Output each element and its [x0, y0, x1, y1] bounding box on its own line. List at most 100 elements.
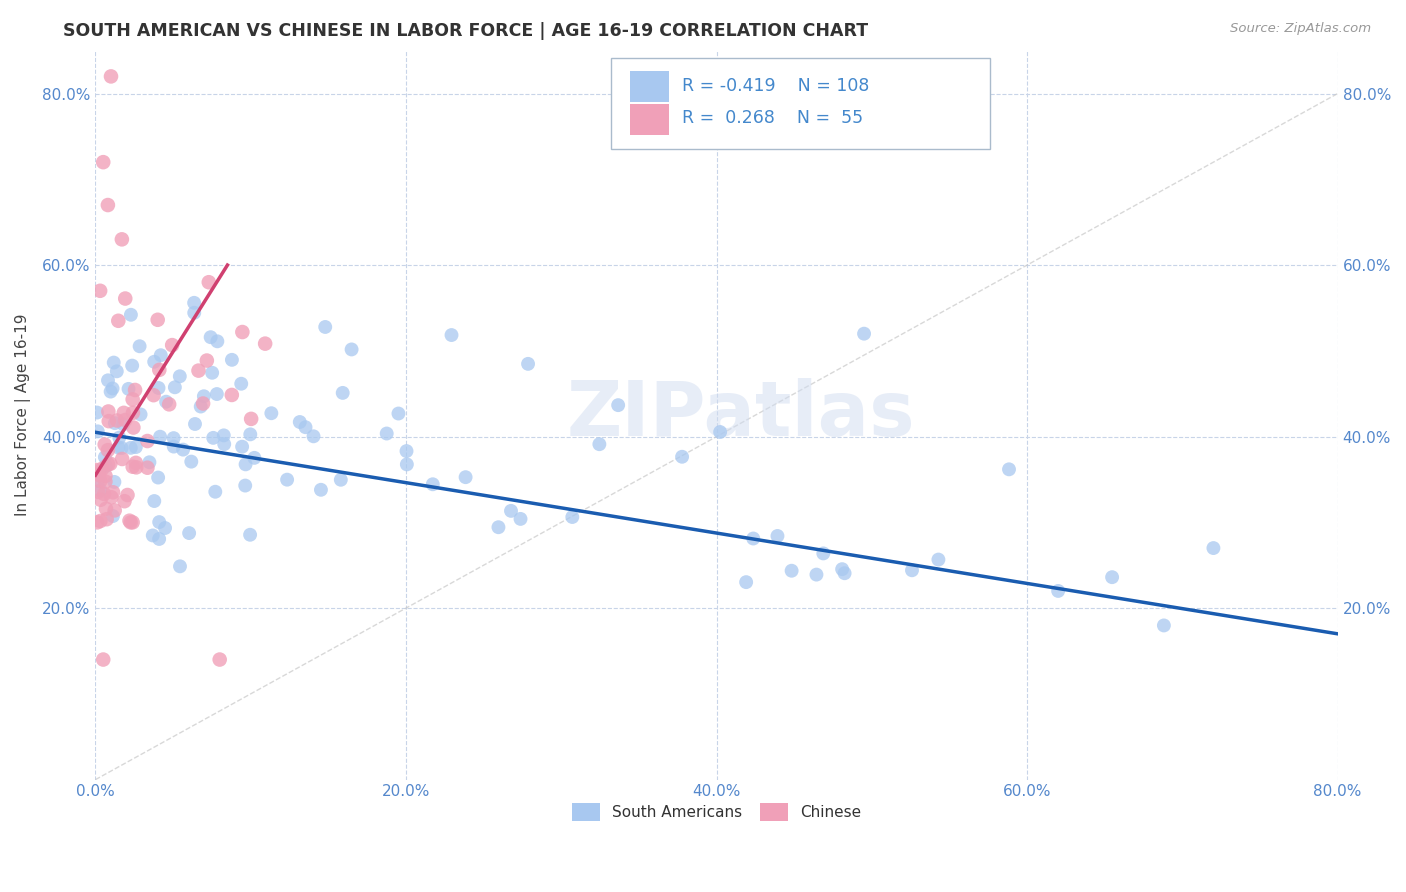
- Point: [205, 387, 228, 401]
- Point: [108, 431, 131, 445]
- Point: [742, 532, 765, 546]
- Point: [87, 484, 110, 499]
- Point: [87, 467, 110, 482]
- Point: [146, 470, 169, 484]
- Point: [97, 443, 120, 458]
- Point: [107, 441, 129, 455]
- Point: [146, 313, 169, 327]
- Point: [332, 385, 354, 400]
- Point: [440, 328, 463, 343]
- Point: [207, 334, 229, 349]
- Point: [124, 383, 146, 397]
- Point: [118, 514, 141, 528]
- Point: [184, 417, 207, 431]
- Y-axis label: In Labor Force | Age 16-19: In Labor Force | Age 16-19: [15, 314, 31, 516]
- Point: [806, 567, 828, 582]
- Point: [422, 477, 444, 491]
- Point: [202, 431, 225, 445]
- Point: [111, 232, 134, 246]
- Point: [94, 475, 117, 489]
- Point: [89, 284, 111, 298]
- Point: [112, 417, 135, 432]
- Point: [97, 457, 120, 471]
- Point: [231, 376, 253, 391]
- Point: [162, 431, 184, 445]
- FancyBboxPatch shape: [630, 103, 669, 135]
- Point: [163, 440, 186, 454]
- Point: [97, 404, 120, 418]
- Point: [90, 492, 112, 507]
- Point: [153, 521, 176, 535]
- Point: [193, 389, 215, 403]
- Point: [112, 406, 135, 420]
- Point: [142, 388, 165, 402]
- Point: [117, 382, 139, 396]
- Point: [314, 320, 336, 334]
- Point: [120, 441, 142, 455]
- Point: [294, 420, 316, 434]
- Point: [1202, 541, 1225, 555]
- Point: [93, 487, 115, 501]
- Point: [561, 510, 583, 524]
- Point: [114, 413, 136, 427]
- Text: R =  0.268    N =  55: R = 0.268 N = 55: [682, 110, 863, 128]
- Point: [221, 388, 243, 402]
- Point: [671, 450, 693, 464]
- Point: [169, 369, 191, 384]
- Point: [125, 456, 148, 470]
- Point: [143, 494, 166, 508]
- Point: [288, 415, 311, 429]
- Point: [86, 516, 108, 530]
- Point: [276, 473, 298, 487]
- Point: [221, 352, 243, 367]
- Point: [243, 450, 266, 465]
- Point: [104, 416, 127, 430]
- Point: [121, 359, 143, 373]
- Point: [89, 514, 111, 528]
- Point: [103, 355, 125, 369]
- Point: [607, 398, 630, 412]
- Point: [138, 455, 160, 469]
- Point: [97, 414, 120, 428]
- Point: [195, 353, 218, 368]
- Point: [100, 384, 122, 399]
- Point: [129, 408, 152, 422]
- Point: [329, 473, 352, 487]
- Point: [149, 348, 172, 362]
- Point: [735, 575, 758, 590]
- Point: [136, 434, 159, 448]
- Point: [148, 532, 170, 546]
- Point: [780, 564, 803, 578]
- Point: [160, 338, 183, 352]
- Point: [149, 430, 172, 444]
- Point: [142, 528, 165, 542]
- Point: [101, 485, 124, 500]
- Point: [488, 520, 510, 534]
- Point: [114, 292, 136, 306]
- Point: [302, 429, 325, 443]
- Point: [91, 652, 114, 666]
- FancyBboxPatch shape: [630, 71, 669, 102]
- Point: [98, 457, 121, 471]
- Point: [125, 460, 148, 475]
- Point: [105, 364, 128, 378]
- Point: [834, 566, 856, 581]
- Point: [148, 381, 170, 395]
- Point: [208, 652, 231, 666]
- Point: [813, 546, 835, 560]
- Point: [200, 330, 222, 344]
- Point: [107, 314, 129, 328]
- Point: [387, 407, 409, 421]
- Point: [104, 503, 127, 517]
- Point: [94, 458, 117, 473]
- Point: [121, 459, 143, 474]
- Point: [172, 442, 194, 457]
- Point: [901, 563, 924, 577]
- Point: [198, 275, 221, 289]
- Point: [101, 509, 124, 524]
- Point: [239, 528, 262, 542]
- Point: [89, 483, 111, 498]
- Point: [1047, 583, 1070, 598]
- Point: [831, 562, 853, 576]
- Point: [239, 427, 262, 442]
